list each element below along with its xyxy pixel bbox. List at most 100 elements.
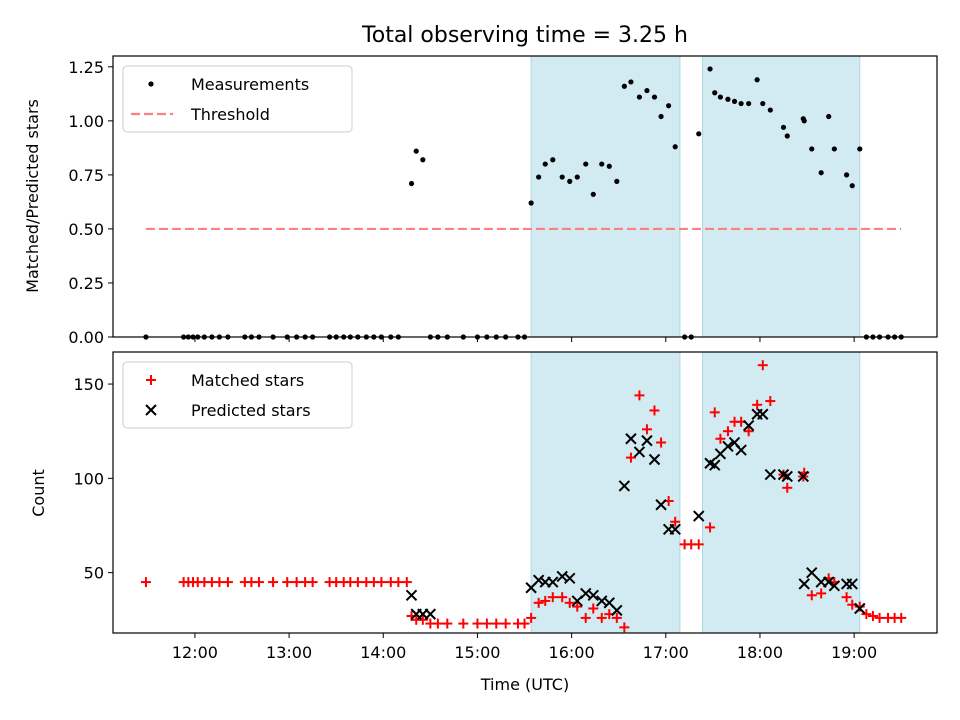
bottom-x-tick-label: 19:00 — [831, 643, 877, 662]
top-measurement-point — [843, 172, 850, 178]
top-measurement-point — [536, 174, 542, 180]
bottom-matched-star-point — [268, 577, 279, 588]
bottom-predicted-star-point — [797, 470, 809, 483]
bottom-matched-star-point — [442, 618, 453, 629]
bottom-matched-star-point — [282, 577, 293, 588]
x-b — [764, 468, 777, 481]
top-measurement-point — [672, 144, 678, 150]
bottom-predicted-star-point — [742, 419, 755, 432]
bottom-matched-star-point — [752, 399, 763, 410]
bottom-legend: Matched stars Predicted stars — [122, 361, 353, 429]
x-b — [806, 566, 818, 579]
x-b — [822, 576, 835, 588]
top-measurement-point — [542, 161, 548, 167]
bottom-matched-star-point — [816, 588, 827, 599]
bottom-matched-star-point — [722, 426, 733, 437]
bottom-x-tick-label: 13:00 — [266, 643, 312, 662]
chart-title: Total observing time = 3.25 h — [361, 23, 688, 48]
x-b — [587, 589, 599, 601]
bottom-matched-star-point — [619, 622, 630, 633]
bottom-predicted-star-point — [564, 572, 576, 585]
bottom-shaded-span-1 — [702, 351, 861, 634]
bottom-matched-star-point — [253, 577, 264, 588]
bottom-predicted-star-point — [648, 453, 661, 466]
bottom-predicted-star-point — [722, 440, 734, 453]
bottom-matched-star-point — [757, 360, 768, 371]
top-measurement-point — [849, 183, 855, 189]
bottom-predicted-star-point — [822, 576, 835, 588]
top-measurement-point — [784, 133, 790, 139]
bottom-matched-star-point — [376, 577, 387, 588]
top-y-tick-label: 0.75 — [68, 166, 104, 185]
top-axes-frame — [112, 55, 938, 338]
top-measurement-point — [712, 90, 718, 96]
top-measurement-point — [738, 100, 744, 107]
bottom-x-tick-label: 12:00 — [172, 643, 218, 662]
top-measurement-point — [760, 100, 766, 107]
bottom-matched-star-point — [867, 611, 878, 622]
top-y-axis-label: Matched/Predicted stars — [23, 99, 42, 293]
bottom-matched-star-point — [564, 597, 575, 608]
bottom-axes: 50 100 150 12:00 13:00 14:00 15:00 16:00 17:00 18… — [73, 351, 938, 662]
bottom-predicted-star-point — [424, 608, 437, 620]
bottom-matched-star-point — [861, 609, 872, 620]
bottom-predicted-star-point — [532, 574, 545, 586]
x-b — [633, 446, 646, 458]
bottom-matched-star-point — [634, 390, 645, 401]
top-measurement-point — [420, 157, 426, 163]
bottom-predicted-star-point — [854, 602, 866, 615]
bottom-x-tick-label: 15:00 — [454, 643, 500, 662]
legend-predicted-swatch-b — [145, 404, 157, 416]
x-b — [625, 433, 637, 445]
bottom-predicted-star-point — [405, 589, 418, 601]
bottom-matched-star-point — [526, 612, 537, 623]
bottom-matched-star-point — [222, 577, 233, 588]
bottom-predicted-star-point — [611, 604, 623, 617]
top-shaded-span-0 — [530, 55, 681, 338]
bottom-matched-star-point — [641, 424, 652, 435]
x-b — [603, 597, 615, 609]
bottom-predicted-star-point — [764, 468, 777, 481]
bottom-y-tick-label: 150 — [73, 375, 104, 394]
x-b — [547, 576, 559, 588]
top-y-tick-label: 1.00 — [68, 112, 104, 131]
x-b — [655, 499, 667, 511]
bottom-y-tick-label: 100 — [73, 469, 104, 488]
bottom-matched-star-point — [540, 595, 551, 606]
bottom-matched-star-point — [874, 612, 885, 623]
top-measurement-point — [559, 174, 565, 180]
x-b — [669, 523, 681, 535]
top-y-tick-label: 0.50 — [68, 220, 104, 239]
top-measurement-point — [696, 131, 702, 137]
top-measurement-point — [707, 66, 713, 72]
bottom-predicted-star-point — [633, 446, 646, 458]
top-measurement-point — [725, 96, 731, 102]
bottom-y-tick-label: 50 — [84, 564, 104, 583]
bottom-matched-star-point — [715, 433, 726, 444]
top-measurement-point — [621, 83, 627, 89]
bottom-matched-star-point — [547, 592, 558, 603]
bottom-predicted-star-point — [798, 578, 810, 590]
top-measurement-point — [599, 161, 605, 167]
top-measurement-point — [857, 146, 863, 152]
top-measurement-point — [831, 146, 837, 152]
bottom-matched-star-point — [709, 407, 720, 418]
x-b — [693, 510, 705, 522]
top-measurement-point — [550, 157, 556, 163]
bottom-matched-star-point — [352, 577, 363, 588]
top-measurement-point — [606, 163, 612, 169]
x-b — [728, 436, 741, 449]
x-b — [641, 434, 653, 447]
top-measurement-point — [754, 77, 760, 83]
x-b — [781, 470, 793, 483]
bottom-matched-star-point — [670, 516, 681, 527]
top-measurement-point — [413, 148, 419, 154]
bottom-predicted-star-point — [641, 434, 653, 447]
bottom-predicted-star-point — [669, 523, 681, 535]
legend-box — [122, 65, 353, 133]
top-measurement-point — [583, 161, 589, 167]
top-measurement-point — [567, 178, 573, 184]
bottom-matched-star-point — [743, 426, 754, 437]
top-axes: 0.00 0.25 0.50 0.75 1.00 1.25 Measurements Thre… — [68, 55, 938, 347]
top-measurement-point — [528, 200, 534, 206]
